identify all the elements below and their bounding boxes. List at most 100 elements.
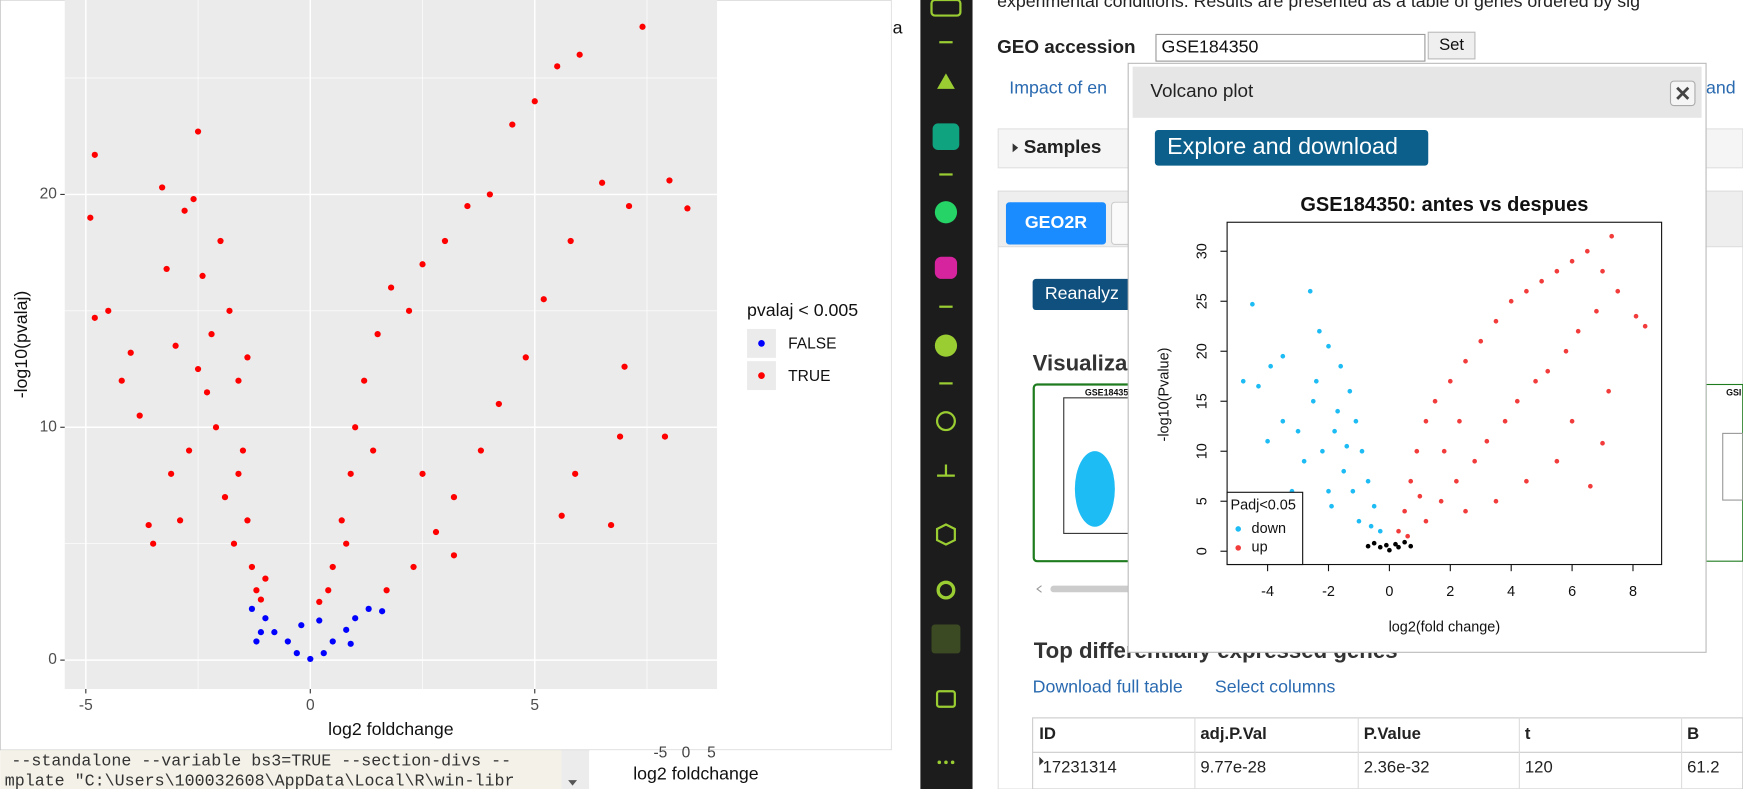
icon[interactable] [935,690,956,708]
set-button[interactable] [1427,31,1476,60]
y-tick-label: 10 [1194,443,1210,459]
x-tick-label: 8 [1629,584,1637,600]
point [509,121,516,128]
point [271,629,278,636]
samples-label[interactable]: Samples [1024,137,1102,158]
tab-active[interactable] [1005,202,1106,245]
x-tick-label: 0 [306,697,315,714]
icon[interactable] [931,624,961,654]
reanalyze-label[interactable]: Reanalyz [1045,283,1119,303]
legend-label: down [1252,521,1287,537]
point [253,638,260,645]
point [1329,503,1334,509]
point [208,331,215,338]
thumbnail[interactable] [1705,383,1743,562]
accession-value[interactable]: GSE184350 [1162,36,1259,56]
point [464,202,471,210]
point [284,638,291,645]
icon[interactable] [937,464,955,477]
icon[interactable] [934,256,958,279]
set-button-label[interactable]: Set [1439,35,1464,54]
reanalyze-button[interactable] [1032,278,1144,311]
point [1313,378,1319,384]
icon[interactable] [932,123,960,151]
scroll-arrow[interactable] [1036,585,1042,593]
point [1423,418,1429,424]
console-line: --standalone --variable bs3=TRUE --secti… [11,753,511,772]
r-console: --standalone --variable bs3=TRUE --secti… [0,17,921,789]
explore-button-label[interactable]: Explore and download [1167,133,1398,159]
point [244,517,251,524]
point [1615,288,1621,294]
select-columns-link[interactable]: Select columns [1215,677,1336,697]
point [1524,478,1529,484]
point [365,605,372,612]
caret [1012,143,1019,153]
behind-plot-bg [589,750,921,789]
download-link[interactable]: Download full table [1033,677,1183,697]
accession-input[interactable] [1155,33,1426,62]
icon[interactable] [935,523,956,546]
point [1365,543,1371,549]
point [607,521,615,529]
icon[interactable] [934,334,958,357]
tab-label[interactable]: GEO2R [1025,212,1087,232]
icon[interactable] [935,411,956,432]
point [1371,503,1377,509]
point [226,307,233,314]
point [176,517,184,524]
icon[interactable] [930,0,962,17]
point [1408,478,1414,484]
sidebar [920,0,973,789]
series-title-link[interactable]: and [1706,78,1736,98]
point [495,400,502,408]
row-caret [1039,756,1044,766]
point [621,363,628,370]
point [338,517,345,524]
results-table: ID adj.P.Val P.Value t B 17231314 9.77e-28 2.36… [1032,717,1743,789]
point [262,575,269,582]
point [1268,363,1273,369]
point [298,622,305,629]
point [1463,508,1468,514]
point [486,191,493,198]
point [361,377,368,384]
point [1408,543,1414,549]
icon[interactable] [950,760,955,765]
point [1502,418,1508,424]
visualize-heading: Visualiza [1033,350,1128,375]
point [343,540,350,547]
point [91,314,98,321]
point [325,587,332,594]
scrollbar[interactable] [561,750,590,789]
intro-text: experimental conditions. Results are pre… [997,0,1640,11]
point [1457,418,1462,424]
point [87,214,94,221]
point [1514,398,1520,404]
table-cell: 120 [1525,757,1553,776]
column-header: ID [1039,724,1056,743]
icon[interactable] [937,760,942,765]
explore-button[interactable] [1154,130,1429,166]
scroll-arrow[interactable] [568,780,578,786]
table-frame [1032,717,1743,789]
close-icon[interactable] [1676,86,1690,100]
point [1554,268,1560,274]
y-tick-label: 5 [1194,497,1210,505]
point [1417,493,1423,499]
table-cell: 17231314 [1043,757,1117,776]
icon[interactable] [937,73,955,89]
icon[interactable] [936,580,956,600]
point [239,447,247,454]
series-title-link[interactable]: Impact of en [1009,78,1107,98]
point [257,596,265,603]
point [1414,448,1420,454]
point [347,640,354,647]
point [1310,398,1316,404]
icon[interactable] [934,201,958,224]
thumbnail-title: GSE18435 [1085,388,1128,398]
point [450,494,458,501]
point [347,470,354,477]
h-scrollbar[interactable] [1050,585,1140,593]
icon[interactable] [944,760,948,765]
